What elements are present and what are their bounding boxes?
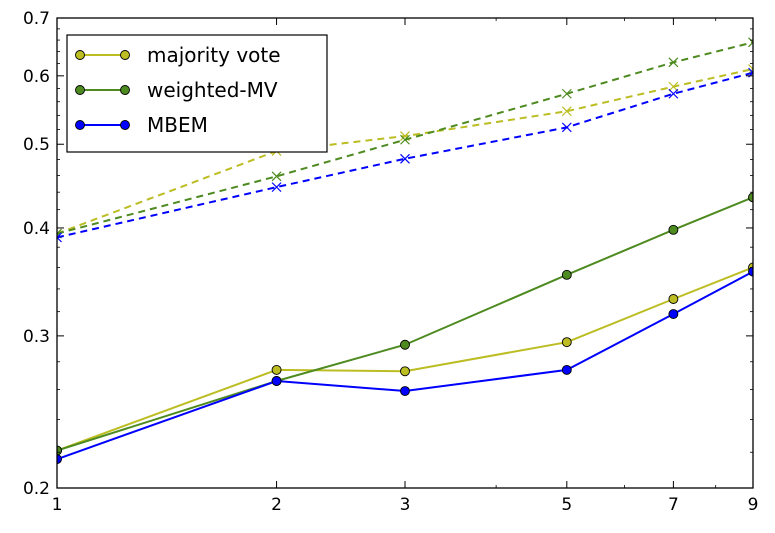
- weighted-mv-point: [561, 269, 572, 280]
- majority-vote-point: [400, 366, 410, 377]
- mbem-point: [400, 386, 410, 396]
- mbem-point: [748, 266, 753, 277]
- series-4-line: [57, 41, 753, 235]
- legend-label: weighted-MV: [147, 78, 278, 102]
- axes: 0.2 0.3 0.4 0.5 0.6 0.7 1 2 3 5 7 9: [23, 9, 758, 515]
- legend-swatch-marker: [75, 85, 85, 95]
- series-4-point: [271, 171, 282, 182]
- weighted-mv-point: [668, 224, 679, 235]
- legend-swatch-marker: [75, 50, 85, 60]
- y-tick-label: 0.4: [23, 219, 50, 239]
- legend-label: MBEM: [147, 113, 208, 137]
- legend-item-majority-vote: majority vote: [75, 43, 281, 67]
- y-tick-label: 0.5: [23, 135, 50, 155]
- legend-swatch-marker: [120, 120, 130, 130]
- mbem-point: [668, 309, 679, 319]
- series-5-point: [57, 232, 62, 243]
- weighted-mv-point: [57, 445, 62, 456]
- majority-vote-point: [668, 294, 679, 304]
- x-tick-label: 5: [561, 495, 572, 515]
- x-tick-label: 9: [748, 495, 759, 515]
- series-3-point: [668, 81, 679, 92]
- mbem-point: [561, 364, 572, 375]
- legend-label: majority vote: [147, 43, 281, 67]
- legend-swatch-marker: [120, 50, 130, 60]
- series-group: [57, 37, 753, 465]
- x-tick-label: 1: [52, 495, 63, 515]
- series-5-point: [561, 122, 572, 133]
- mbem-point: [57, 454, 62, 465]
- series-3-line: [57, 68, 753, 235]
- series-3-point: [561, 106, 572, 117]
- mbem-point: [271, 376, 282, 386]
- weighted-mv-point: [400, 339, 410, 350]
- series-5-point: [400, 153, 410, 164]
- series-4-point: [668, 57, 679, 68]
- majority-vote-point: [561, 337, 572, 348]
- y-tick-label: 0.7: [23, 9, 50, 29]
- y-tick-label: 0.2: [23, 479, 50, 499]
- series-4-point: [561, 88, 572, 99]
- legend-item-mbem: MBEM: [75, 113, 208, 137]
- majority-vote-line: [57, 266, 753, 452]
- series-4-point: [400, 134, 410, 145]
- y-tick-label: 0.3: [23, 327, 50, 347]
- x-tick-label: 2: [271, 495, 282, 515]
- legend: majority vote weighted-MV MBEM: [66, 34, 328, 153]
- mbem-line: [57, 270, 753, 461]
- legend-item-weighted-mv: weighted-MV: [75, 78, 278, 102]
- weighted-mv-line: [57, 196, 753, 452]
- series-5-point: [271, 182, 282, 193]
- majority-vote-point: [271, 364, 282, 375]
- x-tick-label: 7: [668, 495, 679, 515]
- series-3-point: [748, 64, 753, 74]
- plot-area: [57, 37, 753, 465]
- y-tick-label: 0.6: [23, 67, 50, 87]
- x-tick-label: 3: [400, 495, 411, 515]
- legend-swatch-marker: [120, 85, 130, 95]
- legend-swatch-marker: [75, 120, 85, 130]
- weighted-mv-point: [748, 192, 753, 203]
- series-5-point: [668, 88, 679, 99]
- series-4-point: [748, 37, 753, 48]
